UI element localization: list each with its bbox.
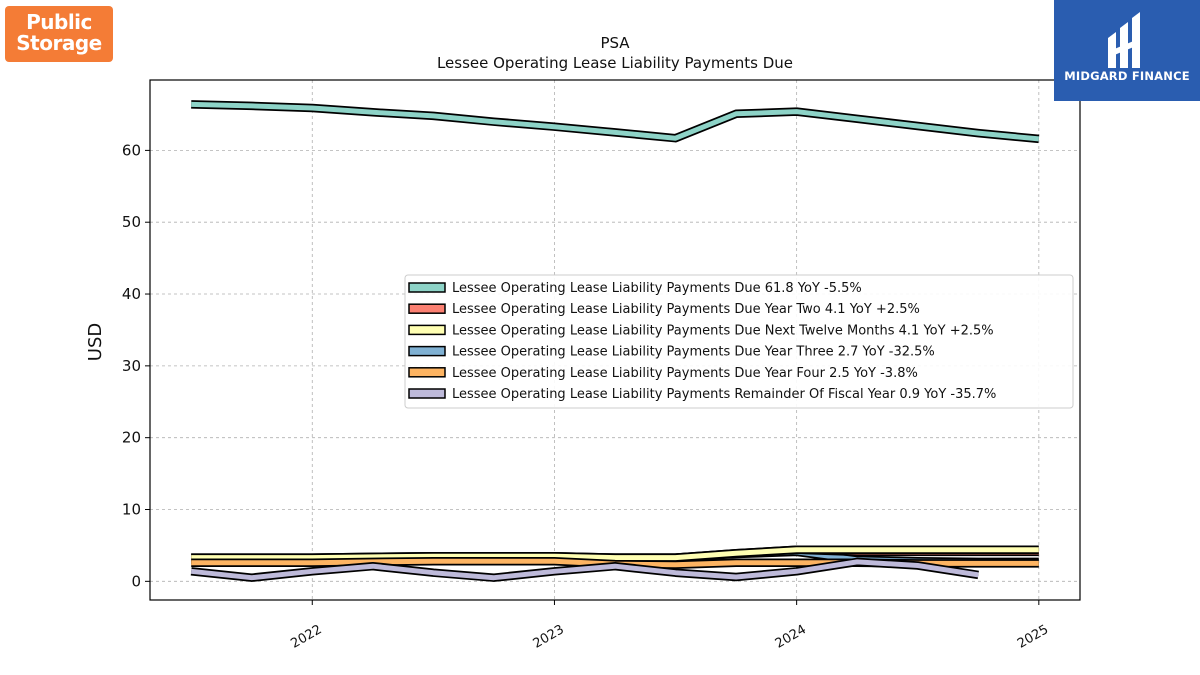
plot-frame [149, 79, 1081, 601]
y-tick-label: 30 [122, 357, 141, 375]
y-tick-label: 40 [122, 285, 141, 303]
y-axis-label: USD [85, 323, 106, 361]
y-tick-label: 0 [131, 572, 141, 590]
axes: 0 10 20 30 40 50 60 2022 2023 2024 2025 [122, 141, 1051, 651]
chart-subtitle: Lessee Operating Lease Liability Payment… [437, 54, 793, 72]
y-tick-label: 20 [122, 429, 141, 447]
y-tick-label: 50 [122, 213, 141, 231]
public-storage-logo: Public Storage [5, 6, 113, 62]
legend-swatch [408, 282, 446, 293]
legend-swatch [408, 324, 446, 336]
x-tick-label: 2022 [288, 622, 324, 652]
legend-entry: Lessee Operating Lease Liability Payment… [452, 281, 862, 296]
series-line [191, 101, 1040, 142]
legend-entry: Lessee Operating Lease Liability Payment… [452, 345, 935, 360]
y-tick-label: 10 [122, 501, 141, 519]
midgard-brand-text: MIDGARD FINANCE [1064, 69, 1190, 83]
midgard-finance-logo: MIDGARD FINANCE [1054, 0, 1200, 101]
legend-box [404, 274, 1074, 409]
y-tick-label: 60 [122, 141, 141, 159]
legend-swatch [408, 345, 446, 357]
legend-entry: Lessee Operating Lease Liability Payment… [452, 387, 996, 402]
legend-swatch [408, 303, 446, 314]
chart-title: PSA [600, 34, 630, 52]
legend-swatch [408, 388, 446, 399]
legend-entry: Lessee Operating Lease Liability Payment… [452, 302, 920, 317]
legend: Lessee Operating Lease Liability Payment… [404, 274, 1074, 409]
legend-entry: Lessee Operating Lease Liability Payment… [452, 323, 994, 338]
series-line [191, 547, 1039, 561]
series-line [190, 559, 979, 581]
midgard-mark-icon [1108, 12, 1140, 68]
x-tick-label: 2025 [1015, 622, 1051, 652]
legend-swatch [408, 367, 446, 378]
x-tick-label: 2023 [531, 622, 567, 652]
x-tick-label: 2024 [773, 622, 809, 652]
series-layer [190, 100, 1040, 582]
legend-entry: Lessee Operating Lease Liability Payment… [452, 366, 918, 381]
